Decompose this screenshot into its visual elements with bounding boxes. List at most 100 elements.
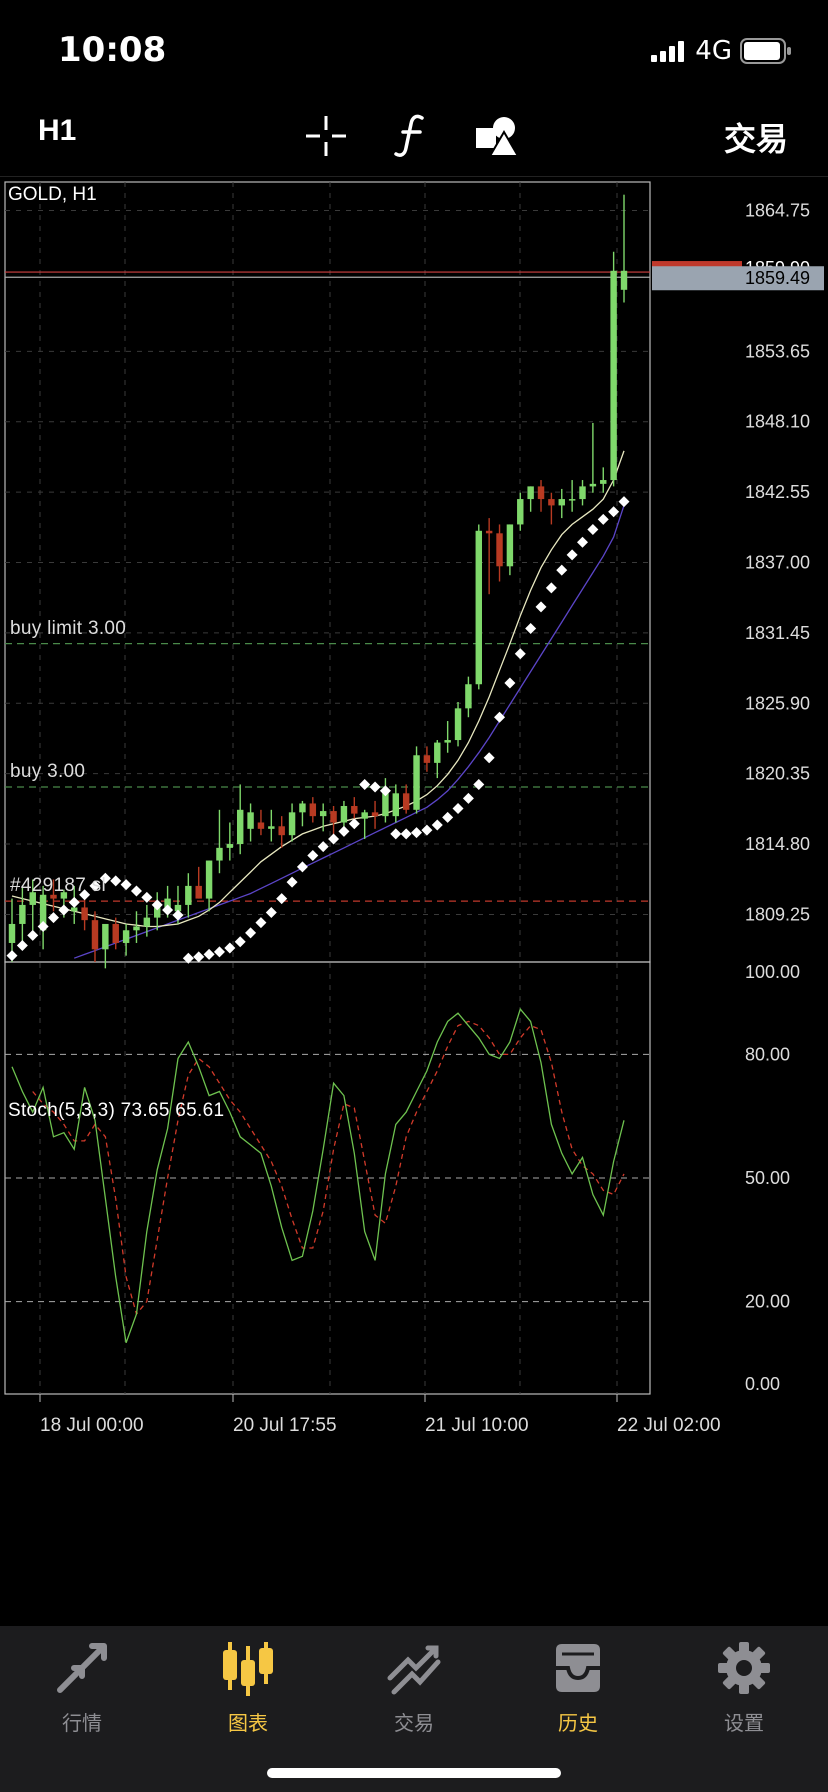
- stoch-axis-label: 20.00: [745, 1292, 790, 1312]
- nav-settings[interactable]: 设置: [684, 1638, 804, 1738]
- price-axis-label: 1848.10: [745, 412, 810, 432]
- candle-body: [351, 806, 358, 814]
- candle-body: [122, 930, 130, 943]
- sar-dot: [224, 942, 236, 954]
- sar-dot: [473, 778, 485, 790]
- sar-dot: [120, 879, 132, 891]
- time-axis-label: 21 Jul 10:00: [425, 1415, 529, 1436]
- sar-dot: [504, 677, 516, 689]
- price-axis-label: 1820.35: [745, 764, 810, 784]
- candle-body: [174, 904, 182, 912]
- candle-body: [133, 926, 140, 931]
- candle-body: [247, 812, 254, 829]
- trade-button[interactable]: 交易: [723, 121, 788, 157]
- timeframe-button[interactable]: H1: [38, 114, 77, 147]
- candle-body: [288, 812, 296, 836]
- price-chart[interactable]: 1864.75 1853.65 1848.10 1842.55 1837.00 1831.…: [0, 176, 828, 1626]
- chart-area[interactable]: 1864.75 1853.65 1848.10 1842.55 1837.00 1831.…: [0, 176, 828, 1626]
- buy-position-label[interactable]: buy 3.00: [10, 760, 86, 782]
- sar-dot: [193, 951, 205, 963]
- sar-dot: [203, 948, 215, 960]
- sar-dot: [27, 929, 39, 941]
- candle-body: [236, 809, 244, 845]
- price-axis-label: 1831.45: [745, 623, 810, 643]
- sar-dot: [545, 582, 557, 594]
- candle-body: [143, 917, 151, 927]
- sar-dot: [359, 778, 371, 790]
- status-bar: 10:08 4G: [0, 0, 828, 100]
- price-axis-label: 1864.75: [745, 201, 810, 221]
- sar-dot: [400, 828, 412, 840]
- candle-body: [50, 894, 57, 899]
- sar-dot: [566, 549, 578, 561]
- sar-dot: [411, 827, 423, 839]
- candle-body: [164, 898, 171, 908]
- candle-body: [309, 803, 317, 817]
- nav-chart[interactable]: 图表: [188, 1638, 308, 1738]
- sar-dot: [421, 824, 433, 836]
- candle-body: [496, 533, 503, 567]
- candle-body: [610, 270, 617, 481]
- nav-quotes-label: 行情: [62, 1713, 102, 1735]
- candle-body: [568, 499, 576, 501]
- chart-toolbar: H1 交易: [0, 100, 828, 176]
- sar-dot: [618, 496, 630, 508]
- candle-body: [268, 826, 275, 829]
- stoch-signal-line: [32, 1020, 625, 1316]
- time-axis-label: 22 Jul 02:00: [617, 1415, 721, 1436]
- buy-limit-label[interactable]: buy limit 3.00: [10, 617, 127, 639]
- candle-body: [517, 499, 524, 525]
- candle-body: [19, 904, 26, 924]
- nav-quotes[interactable]: 行情: [22, 1638, 142, 1738]
- crosshair-icon[interactable]: [298, 108, 354, 164]
- sar-dot: [6, 950, 18, 962]
- candle-body: [299, 803, 306, 813]
- sar-dot: [37, 920, 49, 932]
- sar-dot: [514, 648, 526, 660]
- candle-body: [278, 826, 285, 836]
- price-axis-label: 1853.65: [745, 341, 810, 361]
- candle-body: [29, 892, 36, 905]
- candle-body: [154, 907, 161, 918]
- candle-body: [558, 499, 565, 506]
- candle-body: [382, 790, 389, 817]
- nav-trade[interactable]: 交易: [354, 1638, 474, 1738]
- candle-body: [205, 860, 213, 899]
- sar-dot: [525, 622, 537, 634]
- sar-dot: [16, 940, 28, 952]
- candle-body: [475, 530, 482, 685]
- sar-dot: [556, 564, 568, 576]
- nav-chart-label: 图表: [228, 1713, 268, 1735]
- function-icon[interactable]: [384, 108, 440, 164]
- sar-dot: [379, 785, 391, 797]
- candle-body: [620, 270, 628, 290]
- signal-icon: [651, 41, 685, 62]
- candle-body: [444, 740, 451, 743]
- sar-dot: [213, 946, 225, 958]
- nav-history[interactable]: 历史: [518, 1638, 638, 1738]
- candle-body: [413, 755, 420, 810]
- stop-loss-label[interactable]: #429187 sl: [10, 875, 106, 897]
- symbol-label: GOLD, H1: [8, 184, 97, 205]
- objects-icon[interactable]: [470, 108, 526, 164]
- sar-dot: [172, 909, 184, 921]
- sar-dot: [47, 912, 59, 924]
- sar-dot: [535, 601, 547, 613]
- candle-body: [537, 486, 545, 500]
- price-panel-frame: [4, 181, 651, 963]
- candle-body: [527, 486, 534, 500]
- sar-dot: [234, 936, 246, 948]
- nav-history-label: 历史: [558, 1713, 598, 1735]
- sar-dot: [462, 792, 474, 804]
- status-indicators: 4G: [651, 36, 792, 66]
- candle-body: [71, 907, 78, 912]
- sar-dot: [317, 841, 329, 853]
- candle-body: [423, 755, 431, 763]
- price-axis-label: 1814.80: [745, 834, 810, 854]
- network-type: 4G: [695, 36, 732, 66]
- candle-body: [60, 892, 68, 899]
- sar-dot: [348, 818, 360, 830]
- candle-body: [185, 885, 192, 905]
- price-axis-label: 1809.25: [745, 904, 810, 924]
- ma-fast-line: [11, 450, 625, 928]
